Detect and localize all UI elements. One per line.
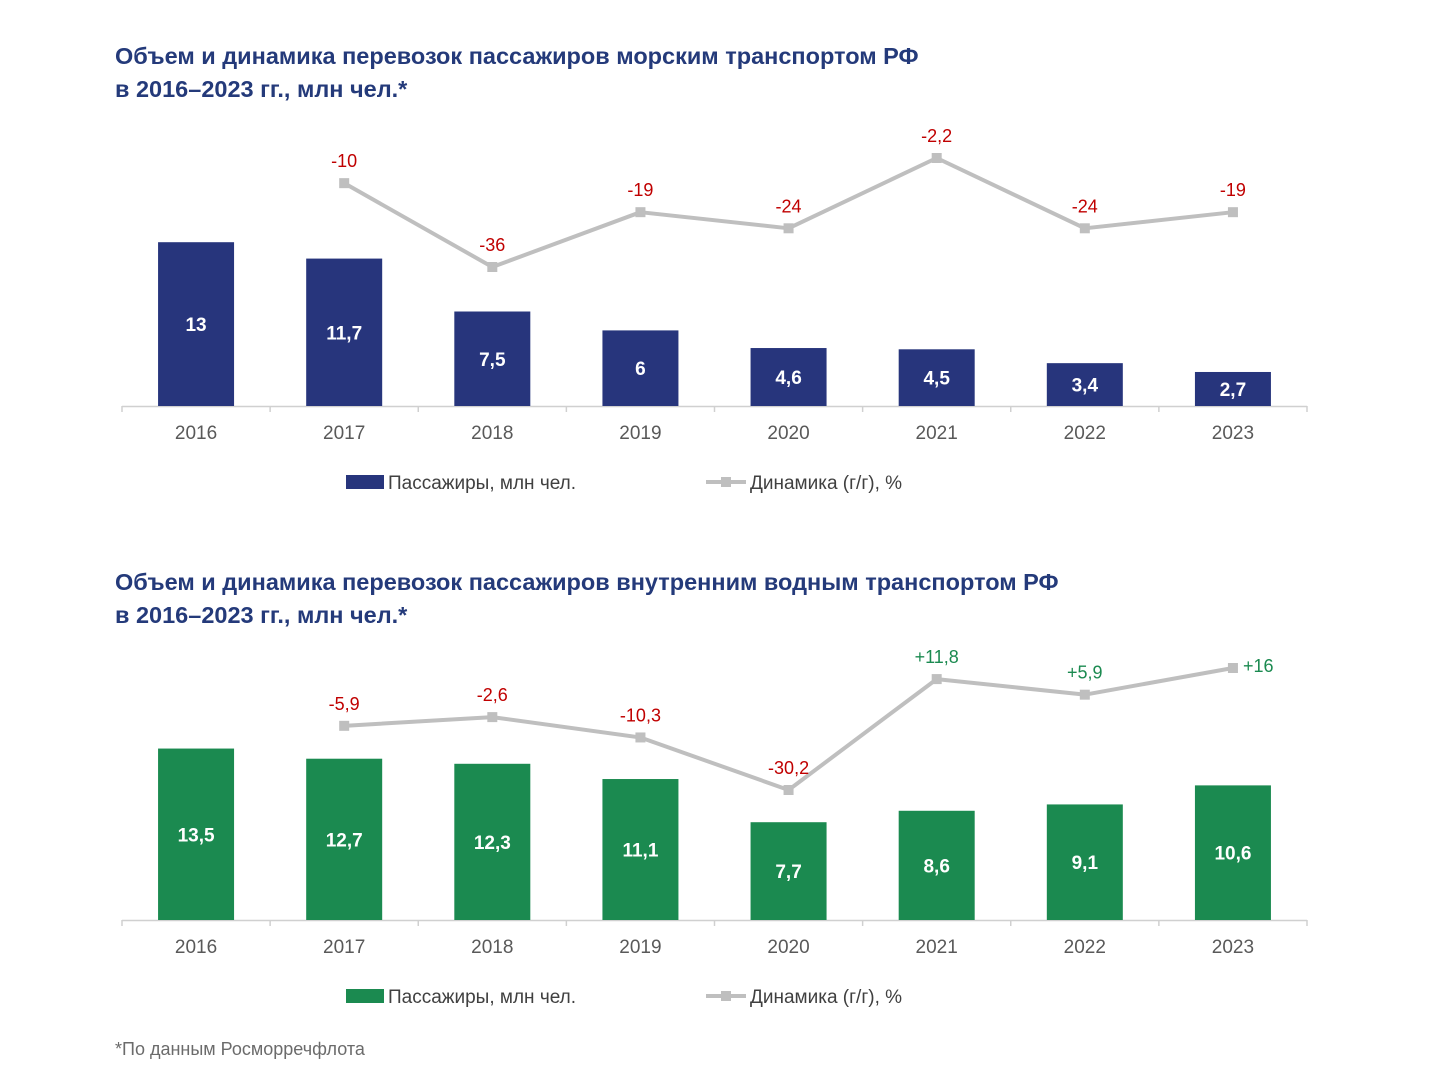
dynamics-value-label: -19 (627, 180, 653, 200)
x-tick-label: 2021 (916, 423, 958, 444)
dynamics-value-label: -30,2 (768, 758, 809, 778)
chart-1-title: Объем и динамика перевозок пассажиров мо… (115, 40, 919, 106)
legend-line-marker (721, 991, 731, 1001)
bar-2023 (1194, 785, 1271, 920)
legend-line-label: Динамика (г/г), % (750, 473, 902, 494)
x-tick-label: 2022 (1064, 423, 1106, 444)
x-tick-label: 2018 (471, 937, 513, 958)
dynamics-value-label: -2,2 (921, 126, 952, 146)
x-tick-label: 2022 (1064, 937, 1106, 958)
x-tick-label: 2017 (323, 423, 365, 444)
dynamics-value-label: -24 (1072, 196, 1098, 216)
x-tick-label: 2019 (619, 423, 661, 444)
dynamics-marker-2019 (635, 207, 646, 218)
x-tick-label: 2021 (916, 937, 958, 958)
dynamics-value-label: +11,8 (915, 647, 959, 667)
bar-2021 (898, 810, 975, 920)
dynamics-marker-2023 (1227, 207, 1238, 218)
bar-2018 (454, 763, 531, 920)
x-tick-label: 2018 (471, 423, 513, 444)
legend-bar-label: Пассажиры, млн чел. (388, 473, 576, 494)
bar-value-label: 7,5 (479, 350, 506, 371)
bar-2017 (306, 258, 383, 406)
x-tick-label: 2017 (323, 937, 365, 958)
dynamics-marker-2017 (339, 720, 350, 731)
chart-1-title-line2: в 2016–2023 гг., млн чел.* (115, 76, 408, 102)
x-tick-label: 2020 (767, 937, 809, 958)
bar-2020 (750, 822, 827, 920)
dynamics-value-label: +5,9 (1067, 663, 1103, 683)
bar-value-label: 2,7 (1220, 380, 1246, 401)
bar-value-label: 12,3 (474, 833, 511, 854)
dynamics-marker-2019 (635, 732, 646, 743)
x-tick-label: 2016 (175, 937, 217, 958)
bar-value-label: 6 (635, 359, 646, 380)
source-footnote: *По данным Росморречфлота (115, 1039, 365, 1059)
dynamics-marker-2021 (931, 674, 942, 685)
legend-bar-swatch (346, 989, 384, 1003)
x-tick-label: 2020 (767, 423, 809, 444)
bar-value-label: 10,6 (1214, 844, 1251, 865)
dynamics-marker-2022 (1079, 689, 1090, 700)
dynamics-value-label: -5,9 (329, 694, 360, 714)
dynamics-marker-2017 (339, 178, 350, 189)
bar-value-label: 12,7 (326, 830, 363, 851)
dynamics-marker-2018 (487, 262, 498, 272)
bar-2021 (898, 349, 975, 406)
dynamics-marker-2022 (1079, 223, 1090, 234)
bar-value-label: 9,1 (1072, 853, 1099, 874)
x-tick-label: 2016 (175, 423, 217, 444)
dynamics-value-label: -24 (776, 196, 802, 216)
dynamics-value-label: -10,3 (620, 705, 661, 725)
bar-2016 (158, 242, 235, 406)
dynamics-value-label: -19 (1220, 180, 1246, 200)
chart-2-title: Объем и динамика перевозок пассажиров вн… (115, 566, 1059, 632)
x-tick-label: 2023 (1212, 423, 1254, 444)
bar-value-label: 4,5 (923, 369, 950, 390)
dynamics-value-label: -36 (479, 235, 505, 255)
bar-value-label: 4,6 (775, 368, 801, 389)
bar-2022 (1046, 804, 1123, 920)
bar-value-label: 7,7 (775, 862, 801, 883)
bar-value-label: 8,6 (923, 856, 949, 877)
bar-2017 (306, 758, 383, 920)
dynamics-marker-2018 (487, 712, 498, 723)
bar-2016 (158, 748, 235, 920)
legend-line-marker (721, 477, 731, 487)
dynamics-value-label: -2,6 (477, 685, 508, 705)
legend-bar-swatch (346, 475, 384, 489)
bar-2022 (1046, 363, 1123, 406)
sea-transport-chart: 13 2016 11,7 2017 7,5 2018 6 2019 4,6 2020 4,5 2021… (121, 126, 1308, 494)
inland-water-transport-chart: 13,5 2016 12,7 2017 12,3 2018 11,1 2019 7,7 2020 8… (121, 647, 1308, 1008)
legend-bar-label: Пассажиры, млн чел. (388, 987, 576, 1008)
bar-2020 (750, 348, 827, 406)
bar-value-label: 11,1 (622, 841, 658, 862)
dynamics-marker-2023 (1227, 663, 1238, 673)
chart-2-title-line1: Объем и динамика перевозок пассажиров вн… (115, 569, 1059, 595)
bar-value-label: 13,5 (178, 825, 215, 846)
legend-line-label: Динамика (г/г), % (750, 987, 902, 1008)
bar-2018 (454, 311, 531, 406)
bar-2019 (602, 330, 679, 406)
bar-value-label: 13 (185, 315, 206, 336)
bar-value-label: 3,4 (1072, 376, 1099, 397)
bar-2023 (1194, 371, 1271, 406)
x-tick-label: 2019 (619, 937, 661, 958)
dynamics-marker-2021 (931, 153, 942, 163)
bar-value-label: 11,7 (326, 323, 362, 344)
dynamics-marker-2020 (783, 223, 794, 234)
bar-2019 (602, 779, 679, 920)
chart-2-title-line2: в 2016–2023 гг., млн чел.* (115, 602, 408, 628)
chart-1-title-line1: Объем и динамика перевозок пассажиров мо… (115, 43, 919, 69)
dynamics-marker-2020 (783, 785, 794, 795)
x-tick-label: 2023 (1212, 937, 1254, 958)
dynamics-value-label: +16 (1243, 656, 1274, 676)
dynamics-value-label: -10 (331, 151, 357, 171)
